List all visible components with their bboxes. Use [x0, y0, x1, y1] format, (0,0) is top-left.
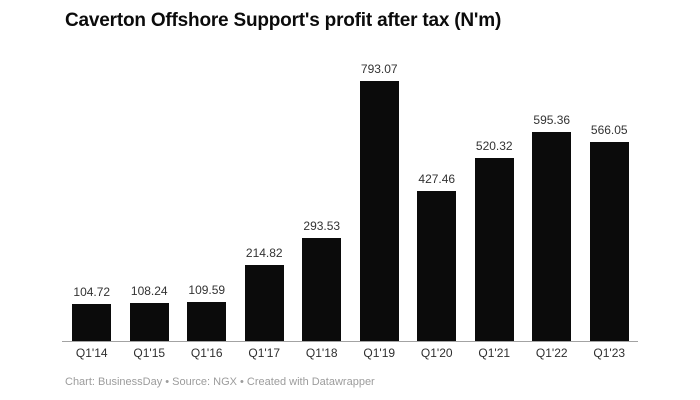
bar-value-label: 104.72: [73, 285, 111, 300]
x-tick-label: Q1'20: [420, 346, 453, 360]
x-tick-label: Q1'19: [363, 346, 396, 360]
chart-title: Caverton Offshore Support's profit after…: [65, 10, 502, 31]
bar: [589, 141, 629, 341]
bar-column: 293.53: [293, 62, 351, 341]
x-tick-label: Q1'18: [305, 346, 338, 360]
bar: [72, 304, 112, 341]
bar-column: 793.07: [351, 62, 409, 341]
bar-value-label: 427.46: [418, 171, 456, 186]
bar-column: 566.05: [581, 62, 639, 341]
bar: [187, 302, 227, 341]
bar-plot-area: 104.72 108.24 109.59 214.82 293.53 793.07 427.…: [63, 62, 638, 341]
x-tick-label: Q1'14: [75, 346, 108, 360]
bar-column: 109.59: [178, 62, 236, 341]
bar: [417, 190, 457, 341]
bar-value-label: 595.36: [533, 112, 571, 127]
bar-column: 520.32: [466, 62, 524, 341]
bar-value-label: 109.59: [188, 283, 226, 298]
bar: [244, 265, 284, 341]
x-tick-label: Q1'23: [593, 346, 626, 360]
x-axis-line: [62, 341, 638, 342]
x-tick-label: Q1'17: [248, 346, 281, 360]
bar-value-label: 293.53: [303, 218, 341, 233]
x-axis-tick-row: Q1'14 Q1'15 Q1'16 Q1'17 Q1'18 Q1'19 Q1'20 Q1'21…: [63, 346, 638, 360]
bar-value-label: 793.07: [360, 62, 398, 76]
bar-value-label: 214.82: [245, 246, 283, 261]
x-tick-label: Q1'15: [133, 346, 166, 360]
x-tick-label: Q1'21: [478, 346, 511, 360]
chart-attribution: Chart: BusinessDay • Source: NGX • Creat…: [65, 376, 375, 388]
bar-column: 104.72: [63, 62, 121, 341]
bar: [129, 302, 169, 341]
bar: [474, 158, 514, 341]
bar: [302, 237, 342, 341]
x-tick-label: Q1'16: [190, 346, 223, 360]
bar-column: 108.24: [121, 62, 179, 341]
bar-value-label: 108.24: [130, 283, 168, 298]
bar-column: 595.36: [523, 62, 581, 341]
bar-column: 214.82: [236, 62, 294, 341]
bar: [532, 131, 572, 341]
bar-value-label: 566.05: [590, 122, 628, 137]
bar-value-label: 520.32: [475, 139, 513, 153]
x-tick-label: Q1'22: [535, 346, 568, 360]
bar-column: 427.46: [408, 62, 466, 341]
bar: [359, 81, 399, 341]
